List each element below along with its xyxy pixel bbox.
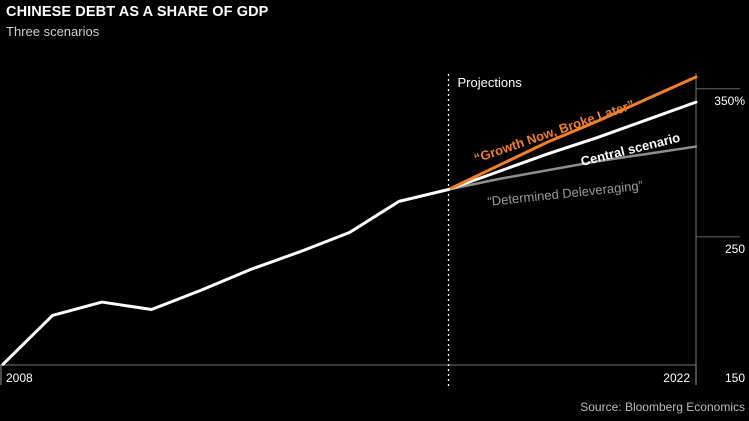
series-label-central: Central scenario <box>579 130 682 169</box>
x-tick-label-end: 2022 <box>663 371 690 385</box>
chart-subtitle: Three scenarios <box>6 24 100 39</box>
source-text: Source: Bloomberg Economics <box>580 400 745 414</box>
series-line-growth <box>447 75 698 192</box>
chart-title: CHINESE DEBT AS A SHARE OF GDP <box>6 4 269 20</box>
projections-label: Projections <box>458 75 523 90</box>
x-tick-label-start: 2008 <box>6 371 33 385</box>
series-line-central <box>447 100 698 192</box>
series-line-historical <box>1 188 450 366</box>
y-tick-label-250: 250 <box>725 242 745 256</box>
series-line-deleveraging <box>447 145 698 191</box>
y-gridline-group <box>696 88 740 238</box>
y-tick-label-350: 350% <box>714 94 745 108</box>
axes-layer <box>0 73 697 386</box>
series-label-deleveraging: “Determined Deleveraging” <box>487 178 644 209</box>
y-tick-label-150: 150 <box>725 371 745 385</box>
series-layer <box>1 75 698 366</box>
